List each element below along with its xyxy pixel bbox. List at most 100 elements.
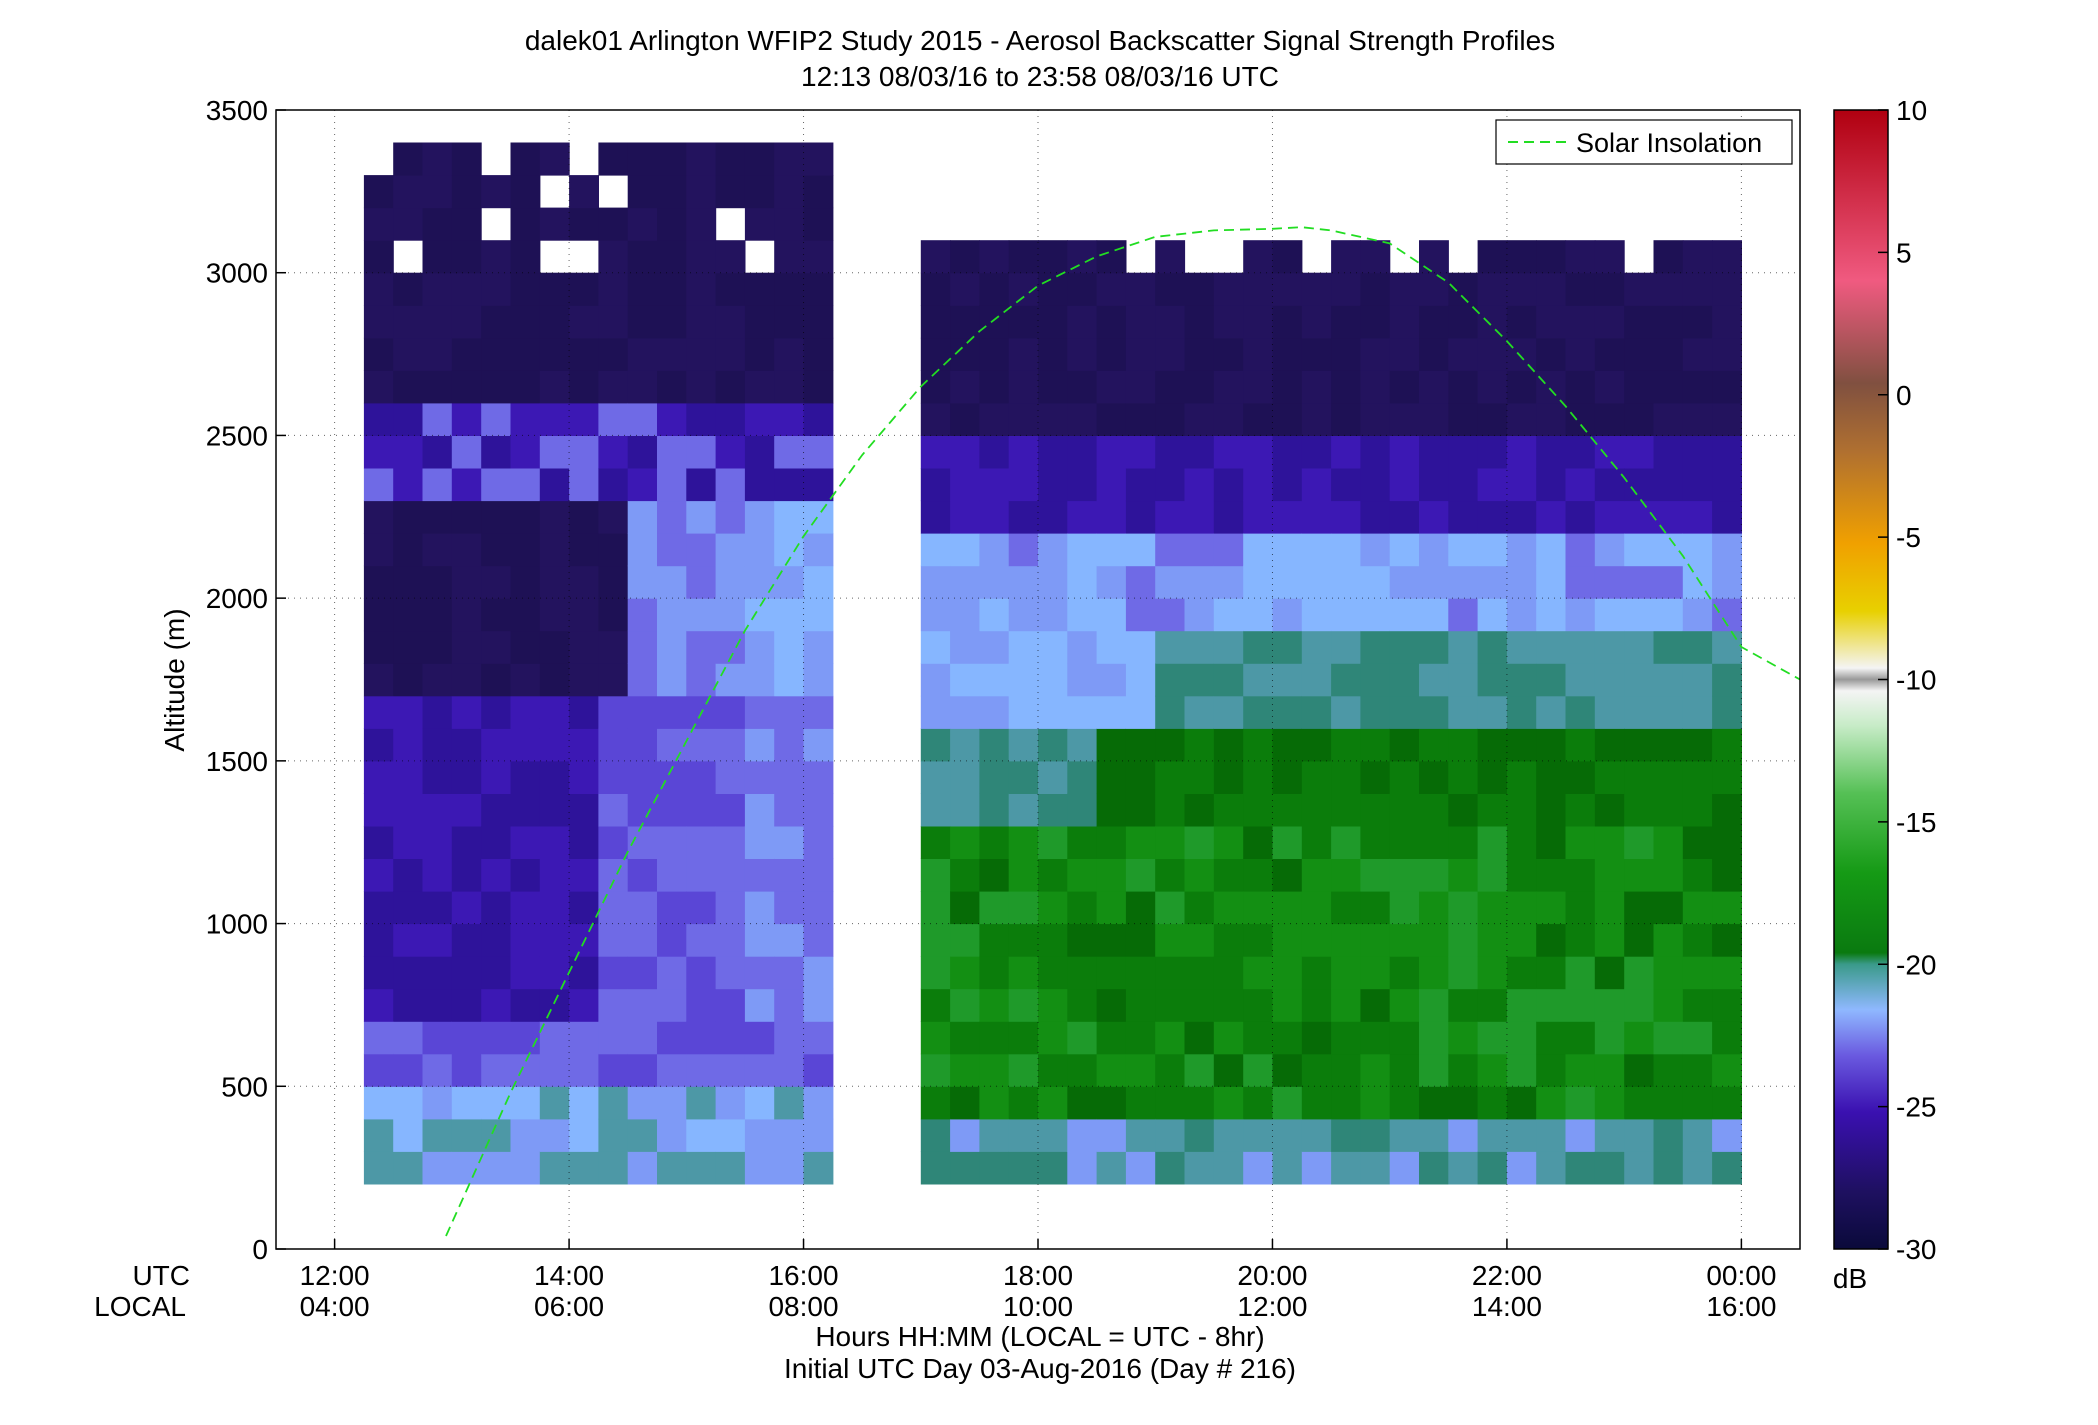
heatmap-cell	[1272, 337, 1303, 371]
heatmap-cell	[1096, 533, 1127, 567]
heatmap-cell	[1096, 240, 1127, 274]
heatmap-cell	[1506, 891, 1537, 925]
heatmap-cell	[1653, 370, 1684, 404]
heatmap-cell	[1565, 533, 1596, 567]
heatmap-cell	[1594, 500, 1625, 534]
heatmap-cell	[1331, 630, 1361, 664]
heatmap-cell	[657, 1118, 687, 1152]
heatmap-cell	[451, 240, 482, 274]
heatmap-cell	[803, 1118, 834, 1152]
heatmap-cell	[1448, 858, 1479, 892]
heatmap-cell	[539, 370, 570, 404]
heatmap-cell	[1243, 695, 1274, 729]
heatmap-cell	[1067, 598, 1098, 632]
heatmap-cell	[363, 435, 394, 469]
heatmap-cell	[1125, 891, 1156, 925]
heatmap-cell	[1565, 1053, 1596, 1087]
heatmap-cell	[1536, 435, 1567, 469]
heatmap-cell	[1536, 500, 1567, 534]
heatmap-cell	[774, 1086, 805, 1120]
heatmap-cell	[1213, 663, 1244, 697]
heatmap-cell	[774, 695, 805, 729]
heatmap-cell	[1008, 956, 1039, 990]
heatmap-cell	[1712, 305, 1742, 339]
heatmap-cell	[1272, 1086, 1303, 1120]
heatmap-cell	[1243, 240, 1274, 274]
heatmap-cell	[1506, 956, 1537, 990]
heatmap-cell	[1682, 500, 1713, 534]
heatmap-cell	[598, 956, 629, 990]
heatmap-cell	[979, 272, 1010, 306]
heatmap-cell	[1038, 923, 1068, 957]
heatmap-cell	[598, 663, 629, 697]
heatmap-cell	[774, 207, 805, 241]
heatmap-cell	[1301, 370, 1332, 404]
heatmap-cell	[774, 500, 805, 534]
heatmap-cell	[1125, 402, 1156, 436]
heatmap-cell	[539, 793, 570, 827]
heatmap-cell	[1506, 305, 1537, 339]
heatmap-cell	[1301, 923, 1332, 957]
heatmap-cell	[1213, 1118, 1244, 1152]
heatmap-cell	[1448, 663, 1479, 697]
heatmap-cell	[979, 468, 1010, 502]
heatmap-cell	[393, 695, 424, 729]
heatmap-cell	[1331, 565, 1361, 599]
heatmap-cell	[1155, 793, 1186, 827]
heatmap-cell	[1536, 468, 1567, 502]
heatmap-cell	[1243, 272, 1274, 306]
heatmap-cell	[1008, 468, 1039, 502]
heatmap-cell	[1360, 891, 1391, 925]
heatmap-cell	[1594, 760, 1625, 794]
heatmap-cell	[1419, 468, 1449, 502]
heatmap-cell	[1096, 825, 1127, 859]
heatmap-cell	[1096, 370, 1127, 404]
heatmap-cell	[1067, 468, 1098, 502]
heatmap-cell	[510, 435, 541, 469]
heatmap-cell	[920, 272, 951, 306]
heatmap-cell	[1067, 402, 1098, 436]
heatmap-cell	[1389, 1021, 1420, 1055]
heatmap-cell	[1419, 695, 1449, 729]
heatmap-cell	[686, 175, 717, 209]
heatmap-cell	[481, 923, 512, 957]
heatmap-cell	[1243, 468, 1274, 502]
heatmap-cell	[1038, 630, 1068, 664]
heatmap-cell	[920, 825, 951, 859]
heatmap-cell	[363, 337, 394, 371]
heatmap-cell	[539, 598, 570, 632]
heatmap-cell	[774, 272, 805, 306]
heatmap-cell	[1301, 663, 1332, 697]
heatmap-cell	[1506, 1151, 1537, 1185]
heatmap-cell	[657, 858, 687, 892]
heatmap-cell	[1184, 468, 1215, 502]
heatmap-cell	[1389, 695, 1420, 729]
heatmap-cell	[510, 1118, 541, 1152]
heatmap-cell	[774, 760, 805, 794]
heatmap-cell	[1155, 533, 1186, 567]
heatmap-cell	[803, 728, 834, 762]
heatmap-cell	[1712, 533, 1742, 567]
heatmap-cell	[363, 923, 394, 957]
heatmap-cell	[774, 891, 805, 925]
heatmap-cell	[1653, 468, 1684, 502]
heatmap-cell	[1389, 728, 1420, 762]
heatmap-cell	[1477, 337, 1508, 371]
heatmap-cell	[627, 175, 658, 209]
heatmap-cell	[1331, 891, 1361, 925]
heatmap-cell	[1243, 565, 1274, 599]
heatmap-cell	[657, 207, 687, 241]
heatmap-cell	[363, 272, 394, 306]
heatmap-cell	[1565, 858, 1596, 892]
heatmap-cell	[539, 728, 570, 762]
heatmap-cell	[1331, 402, 1361, 436]
heatmap-cell	[481, 858, 512, 892]
heatmap-cell	[744, 1151, 775, 1185]
heatmap-cell	[1419, 1053, 1449, 1087]
heatmap-cell	[1565, 305, 1596, 339]
heatmap-cell	[1096, 695, 1127, 729]
heatmap-cell	[1477, 565, 1508, 599]
heatmap-cell	[1624, 500, 1655, 534]
heatmap-cell	[1038, 305, 1068, 339]
heatmap-cell	[598, 402, 629, 436]
